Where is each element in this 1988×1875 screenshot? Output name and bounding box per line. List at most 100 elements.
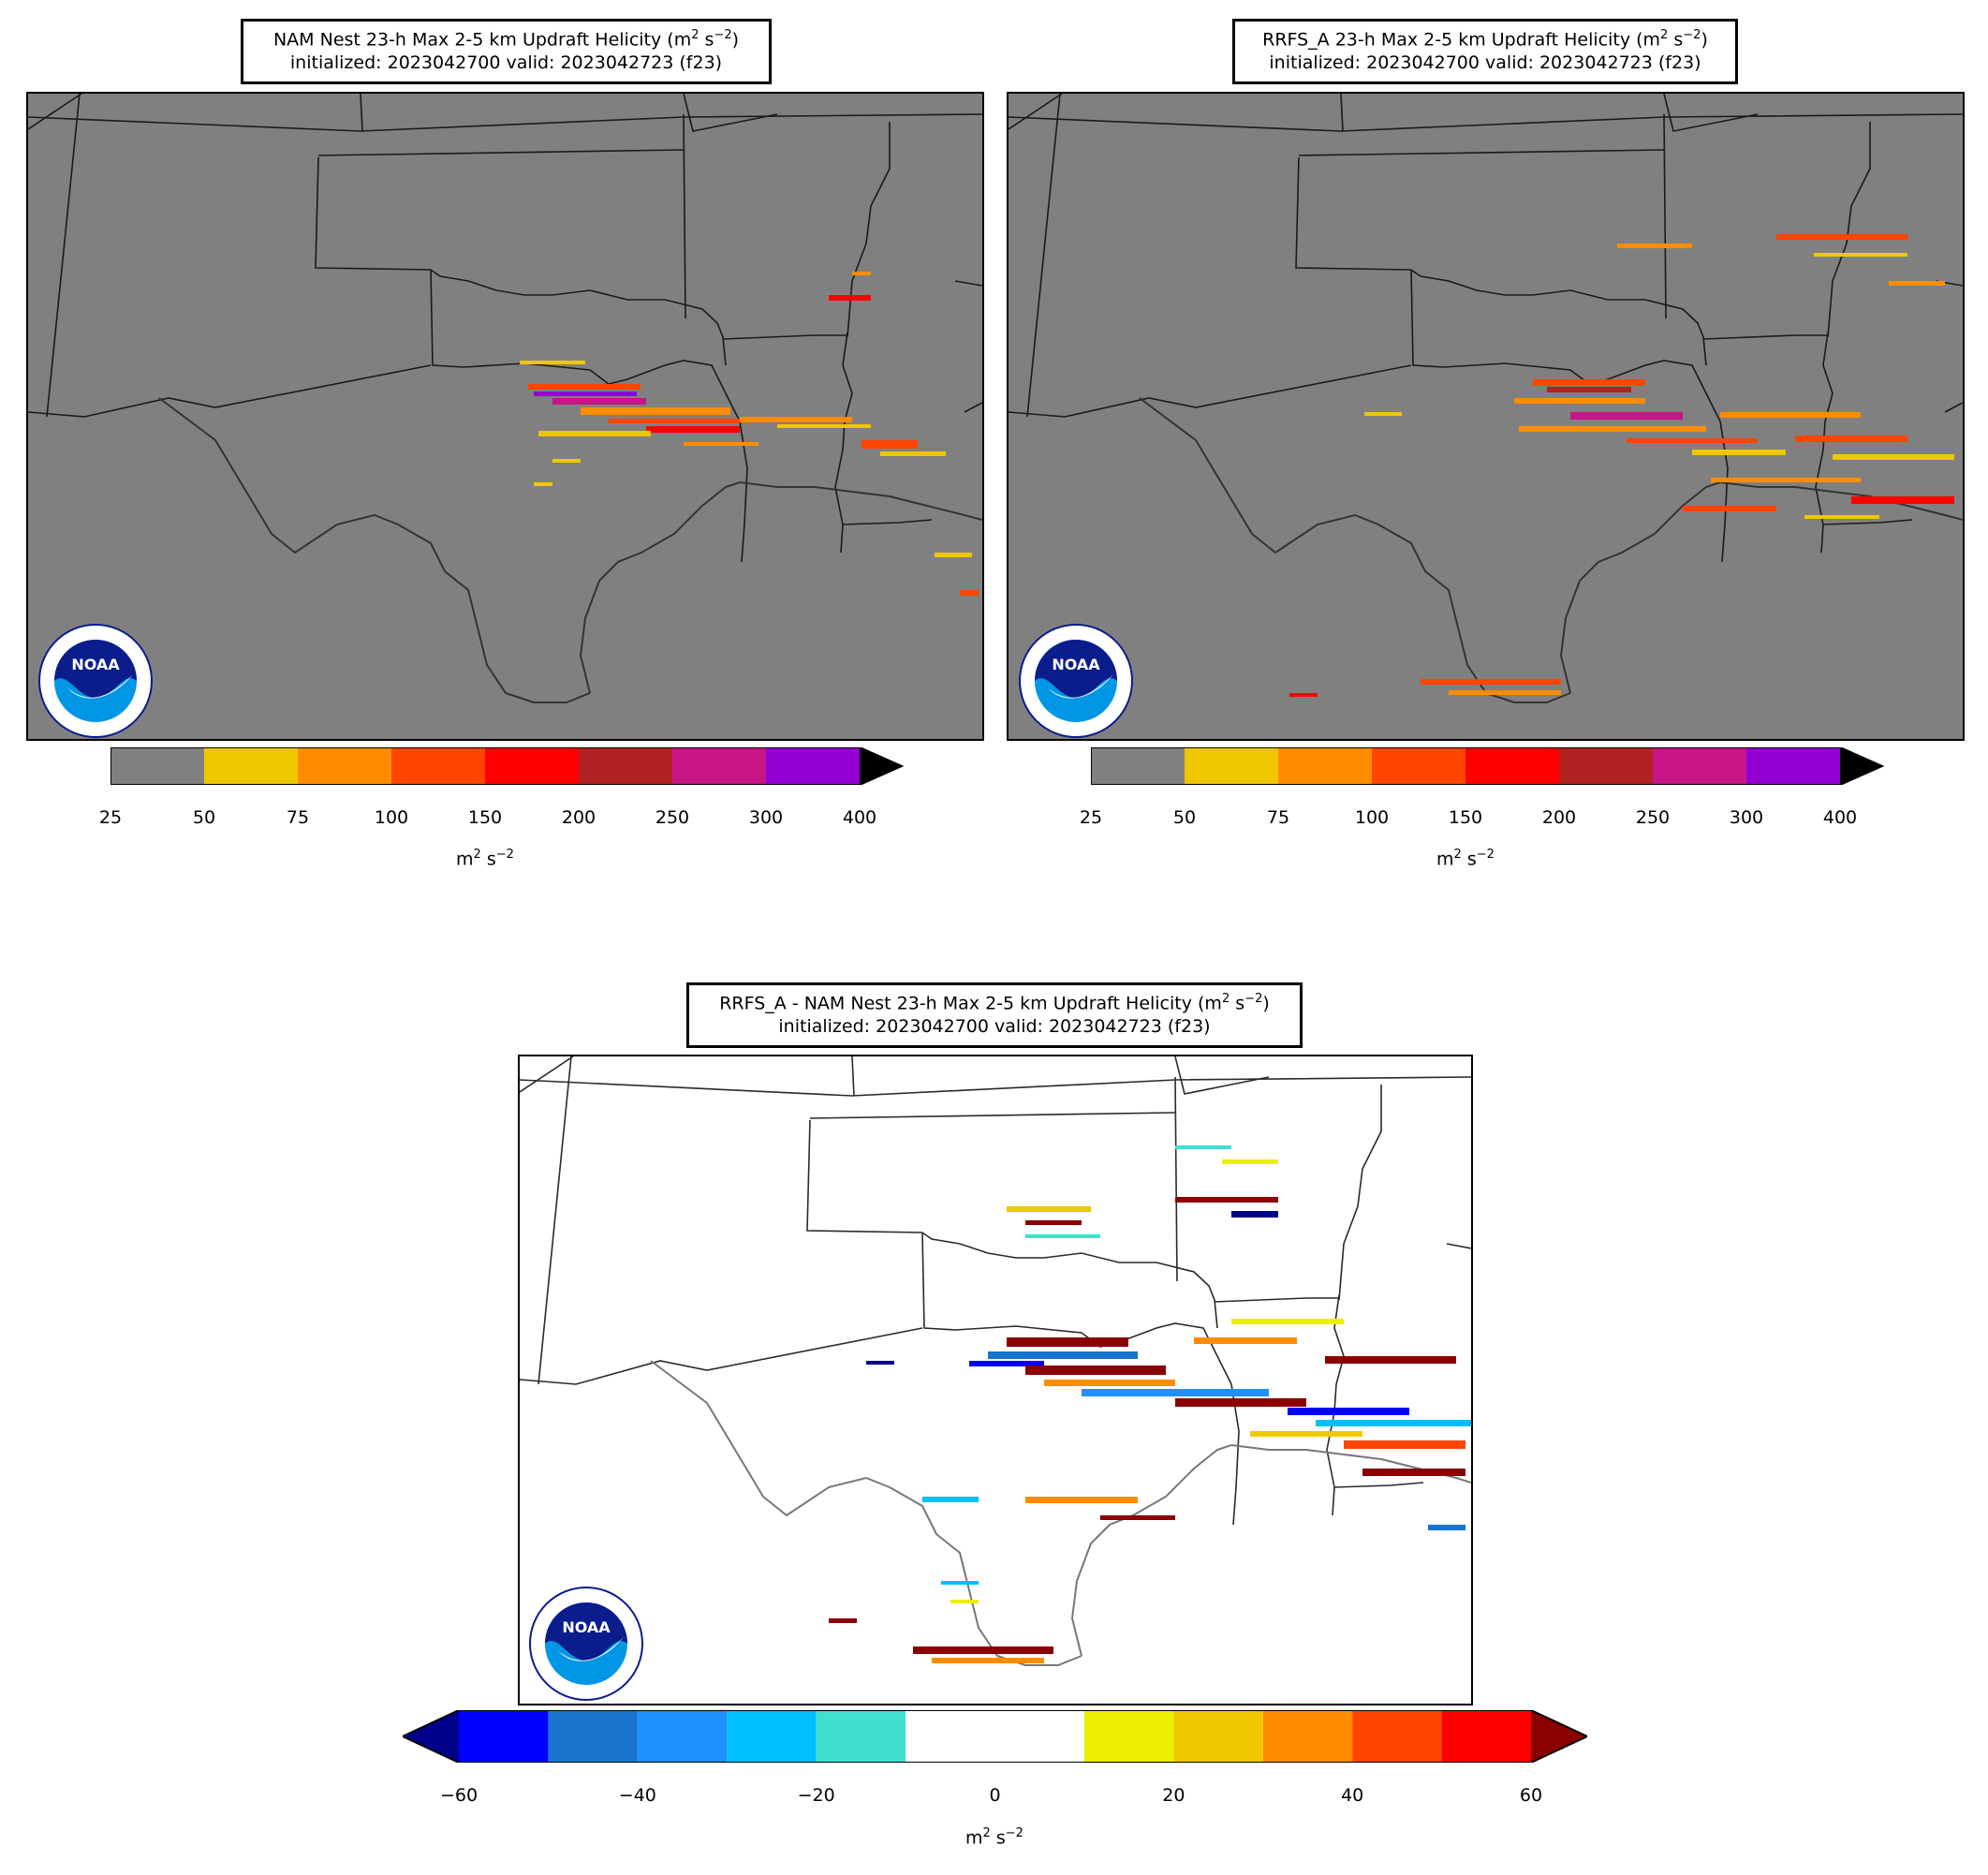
- nam-title-line2: initialized: 2023042700 valid: 202304272…: [289, 52, 723, 74]
- rrfs-title-end: ): [1701, 29, 1708, 51]
- rrfs-colorbar-bin: [1559, 747, 1653, 785]
- rrfs-units-base: m: [1436, 849, 1454, 870]
- rrfs-colorbar-tick: 400: [1822, 807, 1858, 828]
- rrfs-units-mid: s: [1461, 849, 1477, 870]
- nam-colorbar-tick: 200: [561, 807, 596, 828]
- rrfs-title-mid: s: [1668, 29, 1684, 51]
- diff-colorbar-bin: [816, 1710, 906, 1763]
- nam-title-end: ): [731, 29, 740, 51]
- diff-title-line2: initialized: 2023042700 valid: 202304272…: [778, 1016, 1211, 1038]
- diff-title-sup2: −2: [1244, 992, 1263, 1006]
- rrfs-helicity-swaths: [1289, 234, 1954, 697]
- nam-units-base: m: [456, 849, 474, 870]
- diff-units-sup: 2: [982, 1826, 991, 1840]
- nam-title-mid: s: [699, 29, 714, 51]
- rrfs-panel-title: RRFS_A 23-h Max 2-5 km Updraft Helicity …: [1232, 19, 1738, 84]
- diff-colorbar-tick: −20: [797, 1785, 835, 1806]
- rrfs-colorbar-tick: 100: [1354, 807, 1390, 828]
- rrfs-colorbar-units: m2 s−2: [1436, 848, 1495, 869]
- rrfs-colorbar-tick: 25: [1079, 807, 1103, 828]
- rrfs-colorbar-extend: [1840, 747, 1882, 785]
- rrfs-colorbar-tick: 250: [1635, 807, 1671, 828]
- diff-title-line1: RRFS_A - NAM Nest 23-h Max 2-5 km Updraf…: [719, 993, 1222, 1014]
- noaa-logo-1: NOAA: [30, 623, 161, 740]
- diff-title-end: ): [1262, 993, 1270, 1014]
- diff-title-sup: 2: [1221, 992, 1230, 1006]
- diff-colorbar-bin: [548, 1710, 638, 1763]
- diff-colorbar-bin: [1173, 1710, 1263, 1763]
- diff-colorbar-extend-high: [1531, 1710, 1587, 1763]
- rrfs-colorbar-svg: [1090, 746, 1885, 786]
- diff-units-mid: s: [990, 1827, 1006, 1849]
- nam-units-sup2: −2: [495, 848, 514, 862]
- nam-colorbar-units: m2 s−2: [456, 848, 514, 869]
- diff-panel-title: RRFS_A - NAM Nest 23-h Max 2-5 km Updraf…: [686, 982, 1303, 1048]
- nam-colorbar-svg: [110, 746, 905, 786]
- diff-colorbar-extend-low: [403, 1710, 459, 1763]
- nam-colorbar-bin: [204, 747, 298, 785]
- rrfs-map: [1007, 92, 1965, 741]
- nam-map: [26, 92, 984, 741]
- diff-map: [518, 1055, 1473, 1705]
- rrfs-map-boundaries: [1009, 94, 1963, 703]
- nam-helicity-swaths: [520, 272, 979, 596]
- nam-units-mid: s: [480, 849, 496, 870]
- diff-units-base: m: [965, 1827, 983, 1849]
- diff-colorbar-bin: [1262, 1710, 1353, 1763]
- noaa-logo-2-text: NOAA: [1052, 656, 1100, 673]
- rrfs-colorbar-bin: [1653, 747, 1746, 785]
- rrfs-colorbar-tick: 50: [1172, 807, 1197, 828]
- diff-colorbar-bin: [994, 1710, 1084, 1763]
- diff-colorbar-bin: [1083, 1710, 1174, 1763]
- rrfs-colorbar-tick: 75: [1266, 807, 1290, 828]
- nam-colorbar-bin: [298, 747, 391, 785]
- nam-title-sup: 2: [691, 28, 699, 42]
- rrfs-title-sup2: −2: [1683, 28, 1701, 42]
- nam-colorbar-bin: [672, 747, 766, 785]
- diff-colorbar-bin: [1352, 1710, 1442, 1763]
- rrfs-units-sup2: −2: [1476, 848, 1495, 862]
- nam-colorbar-tick: 250: [655, 807, 690, 828]
- rrfs-colorbar-bin: [1372, 747, 1465, 785]
- noaa-logo-1-text: NOAA: [71, 656, 120, 673]
- nam-panel-title: NAM Nest 23-h Max 2-5 km Updraft Helicit…: [241, 19, 772, 84]
- diff-colorbar-tick: 0: [989, 1785, 1001, 1806]
- diff-colorbar-tick: 40: [1341, 1785, 1364, 1806]
- nam-colorbar-tick: 300: [748, 807, 784, 828]
- diff-colorbar-bin: [906, 1710, 995, 1763]
- diff-colorbar-bin: [727, 1710, 817, 1763]
- diff-title-mid: s: [1230, 993, 1245, 1014]
- nam-colorbar-tick: 150: [467, 807, 503, 828]
- diff-colorbar-tick: 20: [1162, 1785, 1185, 1806]
- nam-colorbar-tick: 25: [98, 807, 123, 828]
- diff-colorbar-tick: −40: [618, 1785, 656, 1806]
- rrfs-colorbar-bin: [1746, 747, 1840, 785]
- rrfs-colorbar-border: [1090, 746, 1885, 786]
- rrfs-title-line2: initialized: 2023042700 valid: 202304272…: [1269, 52, 1701, 74]
- nam-colorbar-tick: 75: [286, 807, 310, 828]
- nam-map-boundaries: [28, 94, 982, 703]
- nam-colorbar-bin: [579, 747, 672, 785]
- nam-title-line1: NAM Nest 23-h Max 2-5 km Updraft Helicit…: [272, 29, 692, 51]
- nam-colorbar-extend: [860, 747, 902, 785]
- rrfs-colorbar-tick: 300: [1729, 807, 1764, 828]
- nam-colorbar-border: [110, 746, 905, 786]
- nam-colorbar-tick: 400: [842, 807, 877, 828]
- nam-units-sup: 2: [473, 848, 481, 862]
- diff-colorbar-bin: [459, 1710, 549, 1763]
- rrfs-colorbar-bin: [1465, 747, 1559, 785]
- nam-colorbar-bin: [485, 747, 579, 785]
- diff-colorbar-tick: 60: [1519, 1785, 1543, 1806]
- nam-colorbar-tick: 100: [374, 807, 409, 828]
- diff-helicity-field: [829, 1145, 1471, 1663]
- nam-colorbar: [110, 746, 906, 786]
- rrfs-colorbar-tick: 200: [1541, 807, 1577, 828]
- diff-colorbar: [400, 1709, 1590, 1764]
- nam-colorbar-bin: [391, 747, 485, 785]
- nam-title-sup2: −2: [714, 28, 732, 42]
- rrfs-units-sup: 2: [1453, 848, 1462, 862]
- diff-units-sup2: −2: [1005, 1826, 1023, 1840]
- rrfs-colorbar-bin: [1278, 747, 1372, 785]
- rrfs-colorbar-tick: 150: [1448, 807, 1483, 828]
- diff-colorbar-bin: [1441, 1710, 1531, 1763]
